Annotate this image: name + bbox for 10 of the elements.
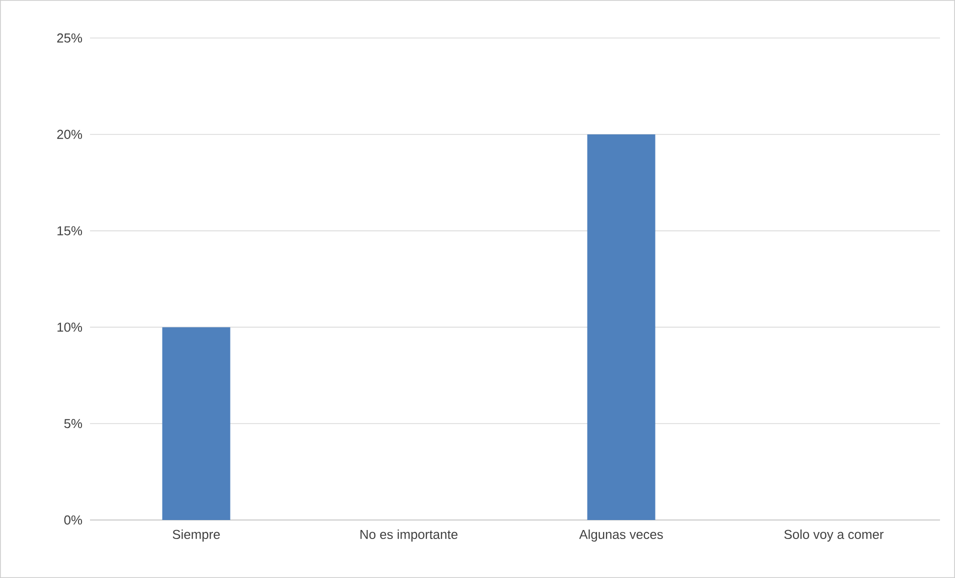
y-tick-label: 15% — [58, 226, 82, 236]
x-tick-label: No es importante — [360, 530, 458, 542]
y-tick-label: 20% — [57, 130, 82, 139]
y-tick-label: 10% — [58, 322, 82, 332]
x-tick-label: Siempre — [172, 530, 220, 542]
y-tick-label: 5% — [64, 419, 82, 428]
x-tick-label: Algunas veces — [579, 530, 663, 542]
y-tick-label: 0% — [64, 515, 82, 525]
x-tick-label: Solo voy a comer — [784, 530, 884, 542]
y-tick-label: 25% — [57, 33, 82, 43]
